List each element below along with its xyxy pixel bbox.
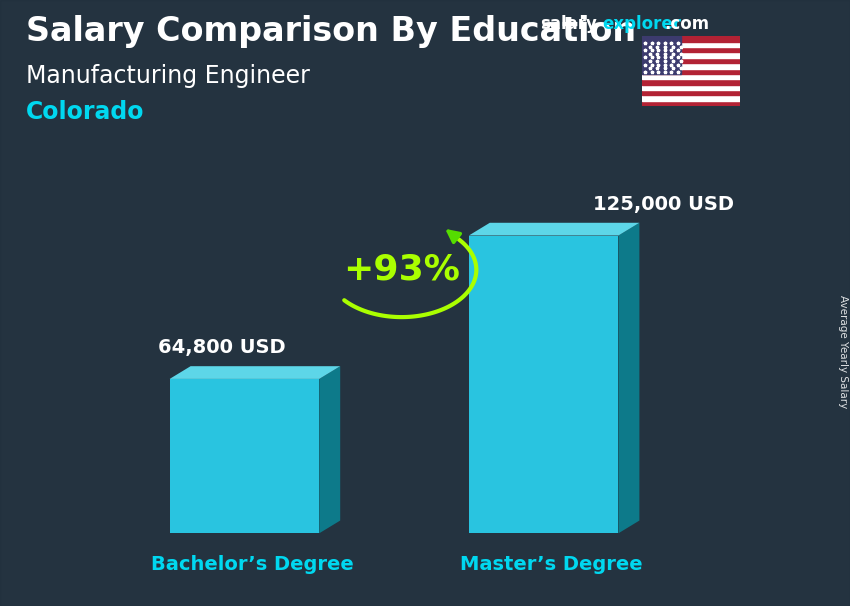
Text: 125,000 USD: 125,000 USD [592,195,734,214]
Bar [642,95,740,101]
Text: Colorado: Colorado [26,100,144,124]
Bar [642,90,740,95]
Polygon shape [469,223,639,236]
Bar [642,36,740,42]
Text: Salary Comparison By Education: Salary Comparison By Education [26,15,636,48]
Text: +93%: +93% [343,253,460,287]
Bar [642,36,681,74]
Text: 64,800 USD: 64,800 USD [158,338,286,357]
Text: Bachelor’s Degree: Bachelor’s Degree [150,555,354,574]
Text: .com: .com [664,15,709,33]
Polygon shape [170,366,340,379]
Text: Master’s Degree: Master’s Degree [460,555,643,574]
Bar [642,53,740,58]
Bar [642,79,740,85]
Text: explorer: explorer [603,15,682,33]
Text: Average Yearly Salary: Average Yearly Salary [838,295,848,408]
Bar [642,101,740,106]
Bar [642,63,740,68]
Polygon shape [469,236,619,533]
Bar [642,68,740,74]
Polygon shape [170,379,320,533]
Bar [642,74,740,79]
Bar [642,42,740,47]
Bar [642,58,740,63]
Bar [642,47,740,53]
Text: Manufacturing Engineer: Manufacturing Engineer [26,64,309,88]
Bar [642,85,740,90]
Text: salary: salary [540,15,597,33]
Polygon shape [320,366,340,533]
Polygon shape [619,223,639,533]
